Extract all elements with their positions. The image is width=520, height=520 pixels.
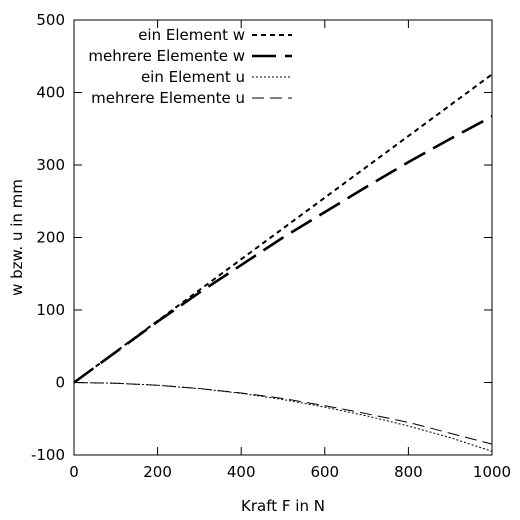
series-line-ein-element-w bbox=[73, 73, 493, 384]
x-axis-label: Kraft F in N bbox=[241, 497, 325, 515]
x-axis-ticks: 0 200 400 600 800 1000 bbox=[69, 20, 511, 481]
legend-label-ein-element-w: ein Element w bbox=[138, 26, 245, 44]
y-tick-label: 400 bbox=[36, 84, 65, 102]
x-tick-label: 600 bbox=[310, 463, 339, 481]
legend-label-mehrere-elemente-w: mehrere Elemente w bbox=[88, 47, 245, 65]
x-tick-label: 800 bbox=[394, 463, 423, 481]
series-line-ein-element-u bbox=[73, 382, 493, 452]
legend: ein Element w mehrere Elemente w ein Eleme… bbox=[88, 26, 292, 107]
y-tick-label: -100 bbox=[31, 446, 65, 464]
y-axis-ticks: -100 0 100 200 300 400 500 bbox=[31, 11, 492, 464]
x-tick-label: 400 bbox=[227, 463, 256, 481]
legend-label-ein-element-u: ein Element u bbox=[141, 68, 245, 86]
y-tick-label: 200 bbox=[36, 229, 65, 247]
y-tick-label: 100 bbox=[36, 301, 65, 319]
plot-frame bbox=[73, 19, 493, 456]
x-tick-label: 0 bbox=[69, 463, 79, 481]
series-line-mehrere-elemente-u bbox=[73, 382, 493, 445]
y-tick-label: 0 bbox=[55, 374, 65, 392]
y-tick-label: 300 bbox=[36, 156, 65, 174]
legend-label-mehrere-elemente-u: mehrere Elemente u bbox=[91, 89, 245, 107]
x-tick-label: 1000 bbox=[473, 463, 511, 481]
series-line-mehrere-elemente-w bbox=[73, 115, 493, 384]
y-tick-label: 500 bbox=[36, 11, 65, 29]
series-layer bbox=[73, 73, 493, 452]
x-tick-label: 200 bbox=[143, 463, 172, 481]
y-axis-label: w bzw. u in mm bbox=[8, 179, 26, 296]
